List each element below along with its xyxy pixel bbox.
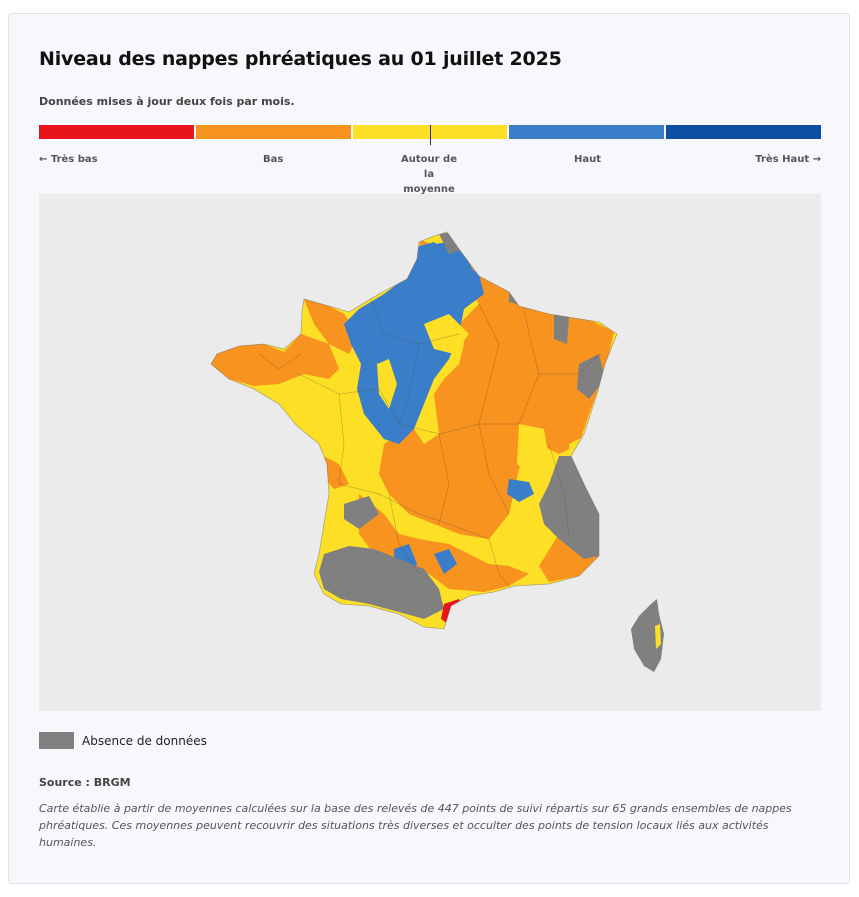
- label-very-high: Très Haut →: [755, 154, 821, 165]
- page-title: Niveau des nappes phréatiques au 01 juil…: [39, 48, 562, 70]
- corsica-average-zone[interactable]: [655, 624, 661, 649]
- scale-high: [509, 125, 665, 139]
- scale-low: [195, 125, 351, 139]
- scale-labels: ← Très bas Bas Autour de la moyenne Haut…: [39, 152, 821, 195]
- methodology-note: Carte établie à partir de moyennes calcu…: [39, 802, 792, 849]
- label-average-line1: Autour de la: [401, 154, 457, 180]
- no-data-swatch: [39, 732, 74, 749]
- scale-very-high: [666, 125, 821, 139]
- label-very-low: ← Très bas: [39, 154, 98, 165]
- source-text: Source : BRGM: [39, 776, 131, 789]
- label-average: Autour de la moyenne: [395, 152, 463, 197]
- legend: Absence de données: [39, 732, 207, 749]
- corsica-region[interactable]: [631, 599, 664, 672]
- label-low: Bas: [263, 154, 284, 165]
- label-average-line2: moyenne: [403, 184, 455, 195]
- scale-very-low: [39, 125, 194, 139]
- france-map-svg: [210, 231, 664, 672]
- color-scale: [39, 125, 821, 145]
- subtitle: Données mises à jour deux fois par mois.: [39, 95, 295, 108]
- france-map[interactable]: [39, 194, 821, 711]
- france-outline: [210, 231, 618, 630]
- label-high: Haut: [574, 154, 602, 165]
- map-card: Niveau des nappes phréatiques au 01 juil…: [8, 13, 850, 884]
- no-data-label: Absence de données: [82, 733, 207, 748]
- average-tick: [429, 125, 431, 145]
- scale-average: [352, 125, 508, 145]
